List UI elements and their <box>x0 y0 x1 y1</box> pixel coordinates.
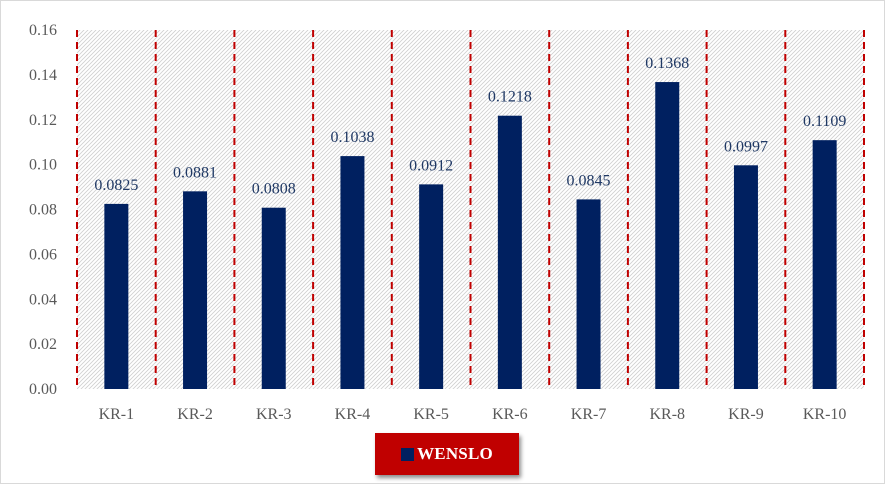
x-tick-label: KR-9 <box>728 406 764 423</box>
y-tick-label: 0.06 <box>29 246 57 263</box>
bar-series-wenslo <box>104 82 837 390</box>
y-tick-label: 0.08 <box>29 202 57 219</box>
bar <box>261 207 286 389</box>
bar <box>104 203 129 389</box>
data-label: 0.1038 <box>330 129 374 146</box>
legend-swatch <box>401 447 415 461</box>
bar <box>812 140 837 389</box>
x-tick-label: KR-6 <box>492 406 528 423</box>
y-tick-label: 0.10 <box>29 157 57 174</box>
y-tick-label: 0.00 <box>29 381 57 398</box>
x-tick-label: KR-4 <box>335 406 371 423</box>
x-tick-label: KR-1 <box>99 406 135 423</box>
legend: WENSLO <box>375 433 519 475</box>
y-axis: 0.00 0.02 0.04 0.06 0.08 0.10 0.12 0.14 0.16 <box>29 22 57 398</box>
bar <box>733 165 758 389</box>
data-label: 0.0997 <box>724 138 768 155</box>
bar <box>497 115 522 390</box>
data-label: 0.1109 <box>803 113 846 130</box>
x-tick-label: KR-3 <box>256 406 292 423</box>
x-axis: KR-1 KR-2 KR-3 KR-4 KR-5 KR-6 KR-7 KR-8 KR-9 KR-1… <box>99 406 847 423</box>
plot-area-hatch <box>77 30 864 389</box>
data-label: 0.1368 <box>645 55 689 72</box>
bar <box>340 156 365 389</box>
y-tick-label: 0.12 <box>29 112 57 129</box>
bar <box>419 184 444 389</box>
x-tick-label: KR-5 <box>413 406 449 423</box>
bar <box>576 199 601 389</box>
data-label: 0.0912 <box>409 157 453 174</box>
x-tick-label: KR-8 <box>649 406 685 423</box>
legend-label: WENSLO <box>417 444 493 463</box>
x-tick-label: KR-2 <box>177 406 213 423</box>
x-tick-label: KR-7 <box>571 406 607 423</box>
data-label: 0.0825 <box>94 177 138 194</box>
y-tick-label: 0.16 <box>29 22 57 39</box>
x-tick-label: KR-10 <box>803 406 847 423</box>
data-label: 0.1218 <box>488 89 532 106</box>
y-tick-label: 0.14 <box>29 67 57 84</box>
bar <box>655 82 680 390</box>
data-label: 0.0808 <box>252 181 296 198</box>
y-tick-label: 0.02 <box>29 336 57 353</box>
data-label: 0.0881 <box>173 164 217 181</box>
bar <box>183 191 208 389</box>
y-tick-label: 0.04 <box>29 291 57 308</box>
data-labels: 0.0825 0.0881 0.0808 0.1038 0.0912 0.1218 0.08… <box>94 55 846 198</box>
data-label: 0.0845 <box>567 172 611 189</box>
